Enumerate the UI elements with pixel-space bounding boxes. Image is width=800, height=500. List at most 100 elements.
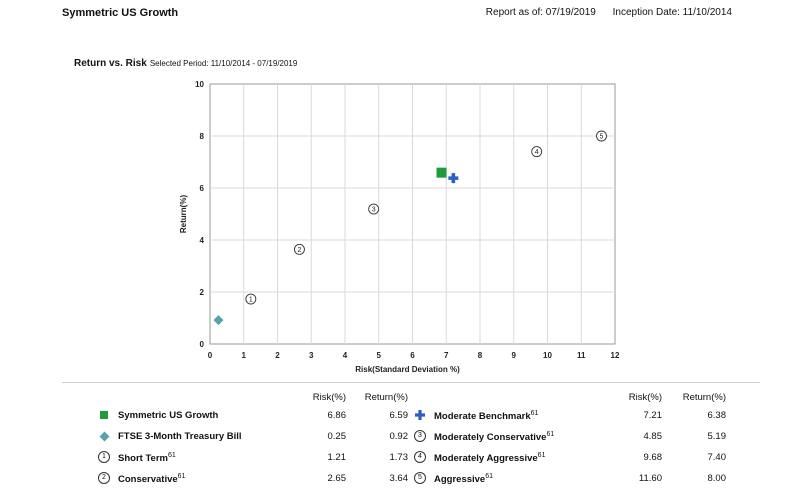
square-marker-icon [100, 411, 108, 419]
point-ftse-3-month-treasury-bill [213, 315, 224, 326]
section-title-text: Return vs. Risk [74, 58, 147, 69]
legend-return-value: 3.64 [389, 473, 409, 484]
legend-risk-value: 9.68 [643, 452, 663, 463]
numbered-circle-icon: 5 [414, 472, 426, 484]
legend-risk-value: 6.86 [327, 410, 347, 421]
numbered-circle-icon: 1 [98, 451, 110, 463]
legend-return-value: 0.92 [389, 431, 409, 442]
point-symmetric-us-growth [436, 167, 447, 178]
legend-footnote: 61 [167, 452, 176, 459]
x-tick-label: 10 [543, 351, 552, 360]
legend-marker-moderately-conservative: 3 [414, 430, 426, 442]
legend-return-value: 6.59 [389, 410, 409, 421]
legend-label-moderately-conservative: Moderately Conservative61 [434, 431, 554, 443]
return-header-right: Return(%) [682, 392, 726, 403]
x-tick-label: 6 [410, 351, 415, 360]
x-tick-label: 7 [444, 351, 449, 360]
legend-name: Short Term [118, 453, 168, 465]
legend-risk-value: 7.21 [643, 410, 663, 421]
legend-footnote: 61 [537, 452, 546, 459]
x-tick-label: 9 [512, 351, 517, 360]
y-axis-label: Return(%) [179, 195, 188, 234]
legend-label-conservative: Conservative61 [118, 473, 185, 485]
x-tick-label: 4 [343, 351, 348, 360]
x-tick-label: 2 [275, 351, 280, 360]
report-dates: Report as of: 07/19/2019 Inception Date:… [472, 7, 732, 18]
legend-label-short-term: Short Term61 [118, 452, 176, 464]
legend-name: Moderate Benchmark [434, 411, 531, 423]
legend-name: Moderately Aggressive [434, 453, 538, 465]
x-tick-label: 0 [208, 351, 213, 360]
legend-label-moderate-benchmark: Moderate Benchmark61 [434, 410, 538, 422]
legend-name: Conservative [118, 474, 178, 486]
inception-date: Inception Date: 11/10/2014 [612, 7, 732, 18]
legend-risk-value: 11.60 [638, 473, 662, 484]
point-label-aggressive: 5 [600, 134, 604, 141]
x-tick-label: 5 [377, 351, 382, 360]
legend-label-aggressive: Aggressive61 [434, 473, 493, 485]
point-label-short-term: 1 [249, 297, 253, 304]
legend-marker-short-term: 1 [98, 451, 110, 463]
risk-header-right: Risk(%) [628, 392, 662, 403]
y-tick-label: 4 [200, 236, 205, 245]
x-tick-label: 12 [611, 351, 620, 360]
legend-label-symmetric-us-growth: Symmetric US Growth [118, 410, 218, 421]
legend-footnote: 61 [485, 473, 494, 480]
x-tick-label: 8 [478, 351, 483, 360]
point-label-moderately-aggressive: 4 [535, 149, 539, 156]
legend-name: Moderately Conservative [434, 432, 547, 444]
legend-label-moderately-aggressive: Moderately Aggressive61 [434, 452, 545, 464]
legend-risk-value: 2.65 [327, 473, 347, 484]
legend-marker-moderately-aggressive: 4 [414, 451, 426, 463]
legend-label-ftse-3-month-treasury-bill: FTSE 3-Month Treasury Bill [118, 431, 242, 442]
legend-return-value: 5.19 [707, 431, 727, 442]
numbered-circle-icon: 4 [414, 451, 426, 463]
legend-marker-ftse-3-month-treasury-bill [98, 430, 110, 442]
point-moderately-conservative [368, 203, 380, 215]
legend-return-value: 8.00 [707, 473, 727, 484]
point-label-conservative: 2 [297, 247, 301, 254]
legend-marker-moderate-benchmark [414, 409, 426, 421]
legend-footnote: 61 [530, 410, 539, 417]
report-as-of: Report as of: 07/19/2019 [485, 7, 596, 18]
y-tick-label: 6 [200, 184, 205, 193]
x-tick-label: 3 [309, 351, 314, 360]
x-tick-label: 1 [242, 351, 247, 360]
diamond-marker-icon [99, 431, 109, 441]
section-title: Return vs. Risk Selected Period: 11/10/20… [74, 58, 297, 69]
divider [62, 382, 760, 383]
return-header-left: Return(%) [364, 392, 408, 403]
legend-name: Symmetric US Growth [118, 410, 219, 421]
legend-return-value: 6.38 [707, 410, 727, 421]
legend-footnote: 61 [177, 473, 186, 480]
point-moderate-benchmark [448, 173, 459, 184]
fund-title: Symmetric US Growth [62, 7, 179, 19]
x-tick-label: 11 [577, 351, 586, 360]
legend-risk-value: 0.25 [327, 431, 347, 442]
legend-return-value: 7.40 [707, 452, 727, 463]
numbered-circle-icon: 2 [98, 472, 110, 484]
legend-marker-symmetric-us-growth [98, 409, 110, 421]
point-label-moderately-conservative: 3 [372, 207, 376, 214]
point-moderately-aggressive [531, 146, 543, 158]
point-conservative [293, 243, 305, 255]
legend-marker-conservative: 2 [98, 472, 110, 484]
y-tick-label: 8 [200, 132, 205, 141]
legend-risk-value: 1.21 [327, 452, 347, 463]
legend-risk-value: 4.85 [643, 431, 663, 442]
legend-name: Aggressive [434, 474, 486, 486]
numbered-circle-icon: 3 [414, 430, 426, 442]
y-tick-label: 10 [195, 80, 204, 89]
x-axis-label: Risk(Standard Deviation %) [355, 365, 460, 374]
point-aggressive [596, 130, 607, 142]
legend-footnote: 61 [546, 431, 555, 438]
legend-name: FTSE 3-Month Treasury Bill [118, 431, 242, 442]
legend-return-value: 1.73 [389, 452, 409, 463]
risk-header-left: Risk(%) [312, 392, 346, 403]
y-tick-label: 0 [200, 340, 205, 349]
point-short-term [245, 293, 257, 305]
selected-period: Selected Period: 11/10/2014 - 07/19/2019 [149, 59, 298, 68]
cross-marker-icon [415, 410, 425, 420]
legend-marker-aggressive: 5 [414, 472, 426, 484]
